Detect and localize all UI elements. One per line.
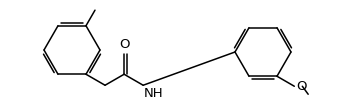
Text: NH: NH [144, 87, 164, 100]
Text: O: O [119, 38, 129, 51]
Text: O: O [296, 80, 307, 93]
